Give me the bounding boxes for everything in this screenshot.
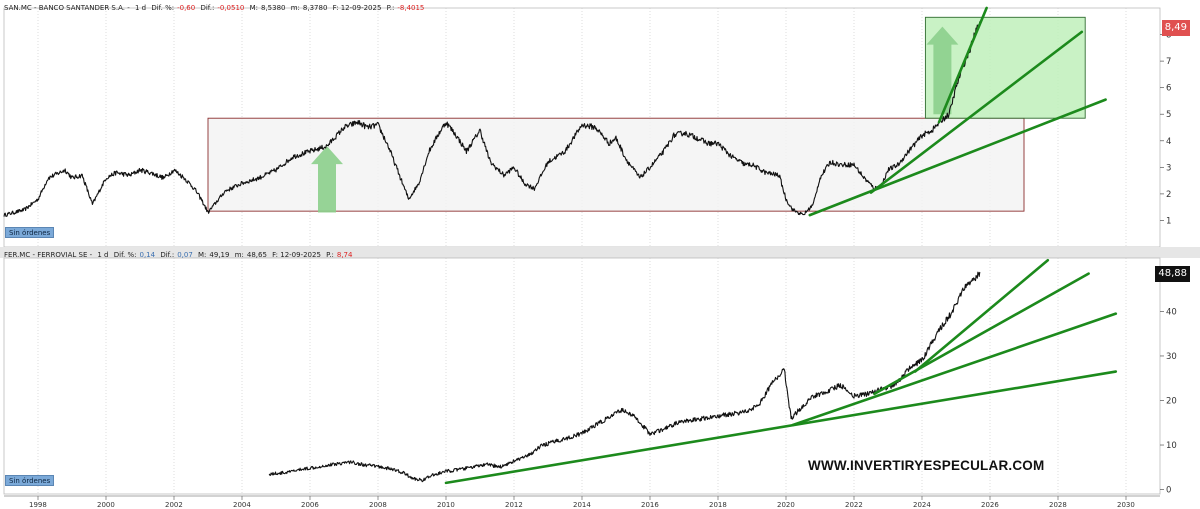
santander-min-label: m: bbox=[290, 4, 300, 12]
santander-ytick-label-5: 5 bbox=[1166, 110, 1171, 120]
x-tick-label-2000: 2000 bbox=[97, 501, 115, 509]
ferrovial-min-value: 48,65 bbox=[246, 251, 267, 259]
x-tick-label-2026: 2026 bbox=[981, 501, 999, 509]
ferrovial-period: 1 d bbox=[97, 251, 109, 259]
ferrovial-dif-pct-value: 0,14 bbox=[139, 251, 156, 259]
santander-min-value: 8,3780 bbox=[302, 4, 328, 12]
x-tick-label-2030: 2030 bbox=[1117, 501, 1135, 509]
watermark: WWW.INVERTIRYESPECULAR.COM bbox=[808, 458, 1045, 473]
santander-panel[interactable]: 12345678 bbox=[0, 6, 1200, 258]
ferrovial-dif-pct-label: Dif. %: bbox=[113, 251, 137, 259]
ferrovial-symbol: FER.MC - FERROVIAL SE - bbox=[4, 251, 93, 259]
x-tick-label-2028: 2028 bbox=[1049, 501, 1067, 509]
santander-date: F: 12-09-2025 bbox=[332, 4, 382, 12]
santander-max-value: 8,5380 bbox=[261, 4, 286, 12]
ferrovial-min-label: m: bbox=[234, 251, 244, 259]
x-tick-label-2018: 2018 bbox=[709, 501, 727, 509]
santander-price-line bbox=[3, 21, 981, 217]
ferrovial-max-value: 49,19 bbox=[209, 251, 230, 259]
x-tick-label-2014: 2014 bbox=[573, 501, 591, 509]
santander-dif-value: -0,0510 bbox=[217, 4, 245, 12]
ferrovial-max-label: M: bbox=[198, 251, 207, 259]
ferrovial-ytick-label-40: 40 bbox=[1166, 307, 1177, 317]
x-tick-label-2004: 2004 bbox=[233, 501, 251, 509]
x-tick-label-2024: 2024 bbox=[913, 501, 931, 509]
santander-ytick-label-1: 1 bbox=[1166, 216, 1171, 226]
ferrovial-ytick-label-30: 30 bbox=[1166, 352, 1177, 362]
santander-dif-label: Dif.: bbox=[200, 4, 215, 12]
ferrovial-ytick-label-20: 20 bbox=[1166, 396, 1177, 406]
x-tick-label-2008: 2008 bbox=[369, 501, 387, 509]
ferrovial-trendline-2 bbox=[791, 312, 1118, 427]
santander-period: 1 d bbox=[134, 4, 147, 12]
santander-dif-pct-value: -0,60 bbox=[177, 4, 196, 12]
santander-symbol: SAN.MC - BANCO SANTANDER S.A. - bbox=[4, 4, 130, 12]
santander-last-price-badge: 8,49 bbox=[1161, 20, 1190, 36]
ferrovial-ytick-label-10: 10 bbox=[1166, 441, 1177, 451]
x-tick-label-2022: 2022 bbox=[845, 501, 863, 509]
time-axis: 1998 2000 2002 2004 2006 2008 2010 2012 2014 2016… bbox=[4, 495, 1160, 509]
x-tick-label-2006: 2006 bbox=[301, 501, 319, 509]
santander-up-arrow-1 bbox=[311, 146, 343, 213]
ferrovial-p-label: P.: bbox=[326, 251, 334, 259]
santander-trendline-2 bbox=[869, 30, 1084, 194]
santander-p-value: -8,4015 bbox=[397, 4, 425, 12]
santander-ytick-label-6: 6 bbox=[1166, 84, 1171, 94]
santander-orders-button[interactable]: Sin órdenes bbox=[5, 227, 55, 238]
santander-range-box bbox=[207, 117, 1025, 212]
x-tick-label-2010: 2010 bbox=[437, 501, 455, 509]
santander-ytick-label-4: 4 bbox=[1166, 137, 1171, 147]
santander-p-label: P.: bbox=[386, 4, 395, 12]
santander-ytick-label-7: 7 bbox=[1166, 57, 1171, 67]
ferrovial-trendline-3 bbox=[873, 272, 1090, 396]
santander-header: SAN.MC - BANCO SANTANDER S.A. - 1 d Dif.… bbox=[4, 3, 427, 13]
ferrovial-trendline-1 bbox=[444, 370, 1118, 485]
x-tick-label-2020: 2020 bbox=[777, 501, 795, 509]
ferrovial-header: FER.MC - FERROVIAL SE - 1 d Dif. %: 0,14 … bbox=[4, 250, 355, 260]
ferrovial-ytick-label-0: 0 bbox=[1166, 486, 1171, 496]
x-tick-label-1998: 1998 bbox=[29, 501, 47, 509]
ferrovial-price-line bbox=[268, 271, 981, 483]
santander-ytick-label-3: 3 bbox=[1166, 163, 1171, 173]
santander-ytick-label-2: 2 bbox=[1166, 190, 1171, 200]
x-tick-label-2016: 2016 bbox=[641, 501, 659, 509]
x-tick-label-2012: 2012 bbox=[505, 501, 523, 509]
santander-max-label: M: bbox=[249, 4, 258, 12]
ferrovial-p-value: 8,74 bbox=[336, 251, 353, 259]
ferrovial-trendline-4 bbox=[913, 258, 1050, 373]
santander-dif-pct-label: Dif. %: bbox=[151, 4, 175, 12]
ferrovial-panel[interactable]: 0 10 20 30 40 bbox=[3, 257, 1177, 496]
ferrovial-last-price-badge: 48,88 bbox=[1155, 266, 1190, 282]
santander-trendline-3 bbox=[937, 6, 988, 124]
ferrovial-date: F: 12-09-2025 bbox=[272, 251, 321, 259]
santander-trendline-1 bbox=[808, 98, 1107, 217]
ferrovial-dif-label: Dif.: bbox=[160, 251, 175, 259]
panel-separator bbox=[0, 247, 1200, 258]
ferrovial-orders-button[interactable]: Sin órdenes bbox=[5, 475, 55, 486]
x-tick-label-2002: 2002 bbox=[165, 501, 183, 509]
ferrovial-dif-value: 0,07 bbox=[177, 251, 193, 259]
